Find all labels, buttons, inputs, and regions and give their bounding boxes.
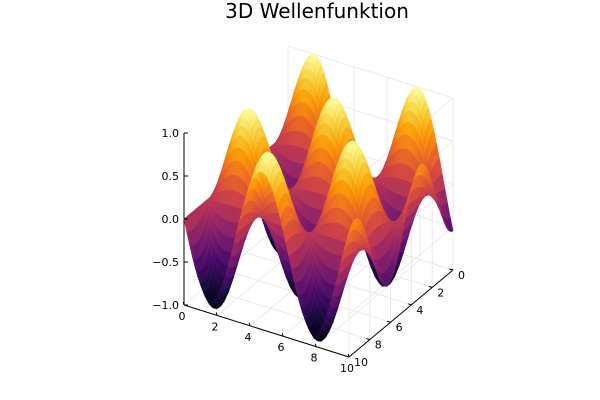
grid-line bbox=[287, 45, 454, 99]
x-tick-label: 10 bbox=[340, 362, 354, 375]
y-tick-label: 6 bbox=[396, 321, 403, 334]
grid-line bbox=[315, 259, 421, 347]
y-tick-mark bbox=[345, 355, 350, 358]
x-tick-mark bbox=[215, 312, 218, 316]
x-tick-label: 8 bbox=[311, 352, 318, 365]
x-axis-line bbox=[183, 304, 350, 358]
chart-title: 3D Wellenfunktion bbox=[225, 0, 409, 23]
grid-line bbox=[348, 226, 454, 315]
y-tick-mark bbox=[386, 320, 391, 323]
x-tick-mark bbox=[182, 301, 185, 306]
x-tick-label: 2 bbox=[212, 320, 219, 333]
x-tick-mark bbox=[281, 333, 284, 337]
z-tick-label: 1.0 bbox=[162, 127, 180, 140]
x-tick-mark bbox=[314, 343, 317, 347]
y-tick-mark bbox=[366, 338, 370, 341]
z-tick-label: 0.5 bbox=[162, 170, 180, 183]
z-tick-label: 0.0 bbox=[162, 213, 180, 226]
grid-line bbox=[204, 287, 370, 340]
x-tick-mark bbox=[248, 322, 251, 326]
y-tick-label: 0 bbox=[458, 269, 465, 282]
y-tick-mark bbox=[449, 268, 454, 271]
x-tick-label: 0 bbox=[179, 310, 186, 323]
y-tick-label: 4 bbox=[416, 304, 423, 317]
y-tick-label: 2 bbox=[437, 286, 444, 299]
z-tick-label: −0.5 bbox=[152, 256, 179, 269]
y-axis-line bbox=[348, 269, 454, 358]
y-tick-mark bbox=[407, 303, 412, 306]
y-tick-label: 8 bbox=[375, 339, 382, 352]
y-tick-mark bbox=[428, 285, 433, 288]
z-tick-label: −1.0 bbox=[152, 299, 179, 312]
x-tick-label: 4 bbox=[245, 331, 252, 344]
y-tick-label: 10 bbox=[354, 356, 368, 369]
surface-layer bbox=[183, 53, 454, 342]
x-tick-label: 6 bbox=[278, 341, 285, 354]
